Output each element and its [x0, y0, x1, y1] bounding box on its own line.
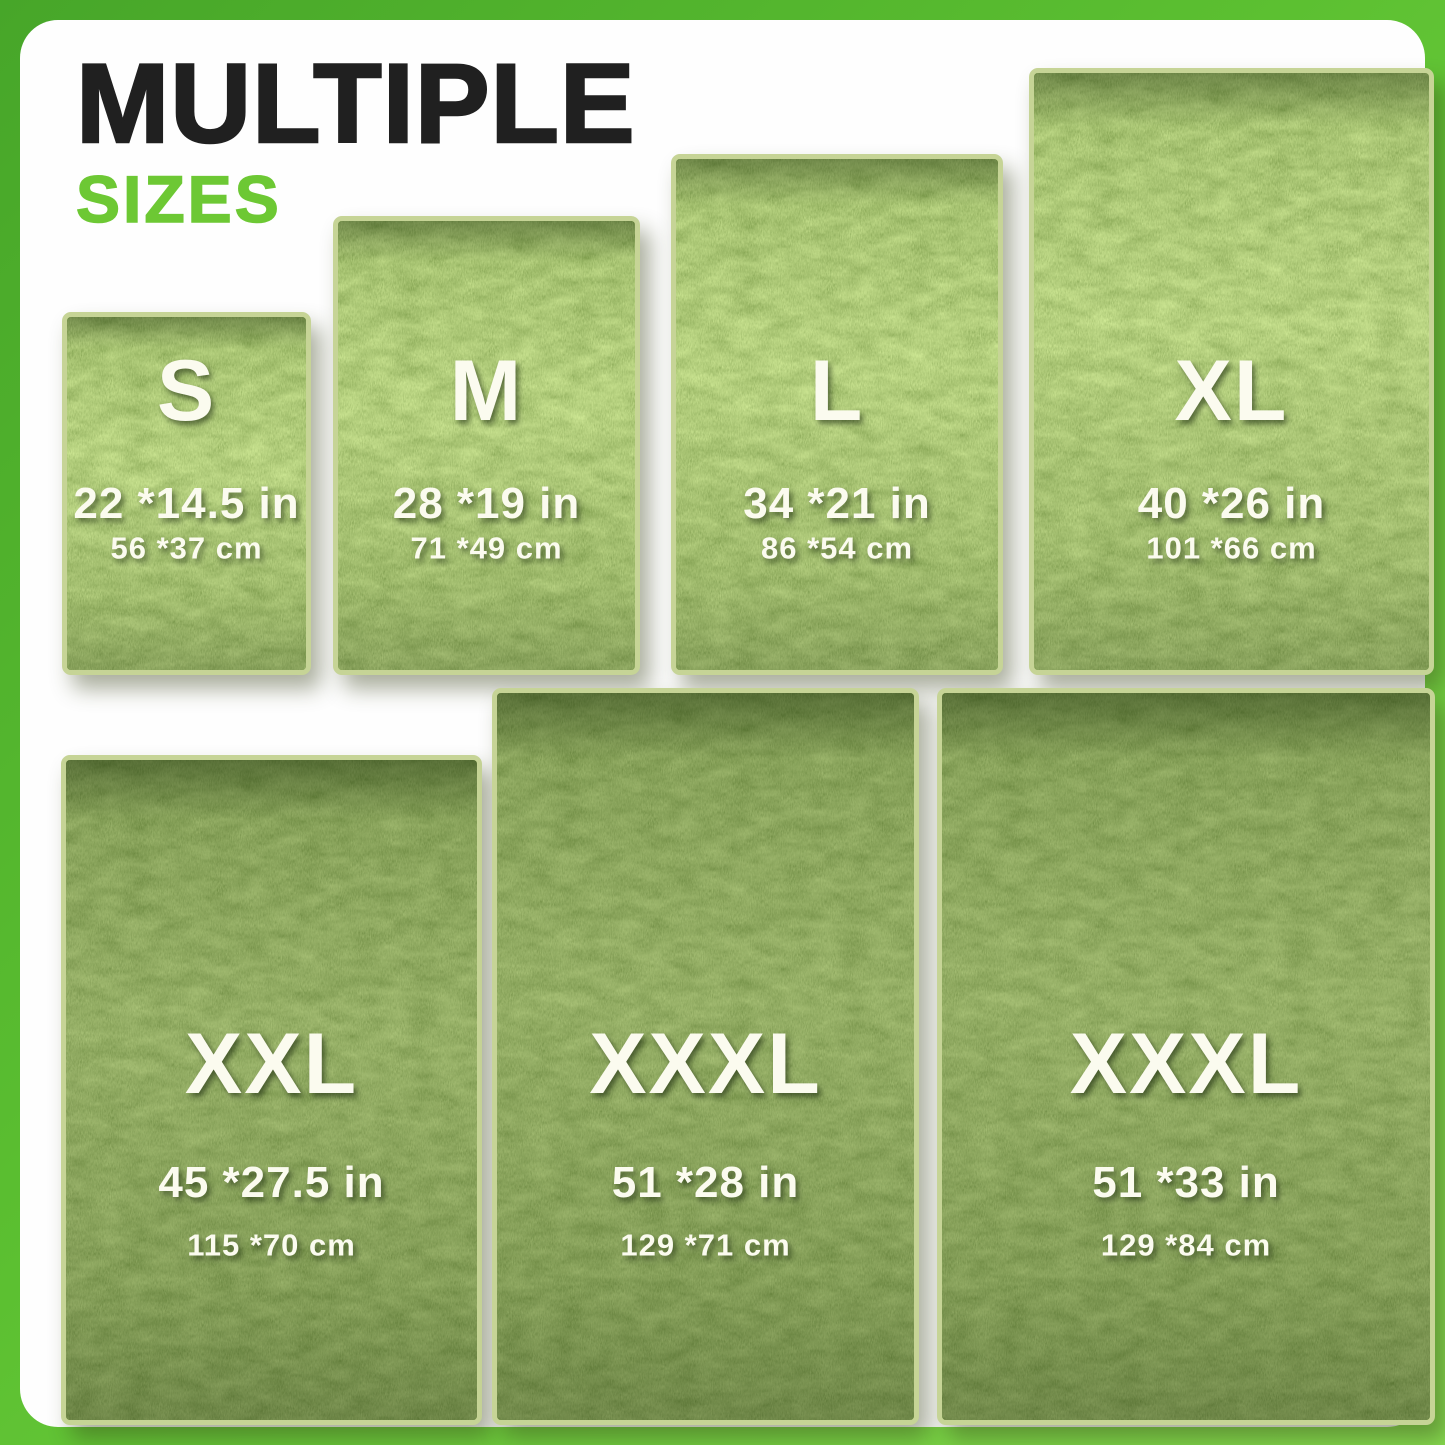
dimensions-cm: 56 *37 cm: [110, 530, 263, 566]
grass-mat-xl: XL 40 *26 in 101 *66 cm: [1029, 68, 1434, 675]
grass-texture: [67, 317, 306, 670]
grass-texture: [338, 221, 635, 670]
size-letter: XXXL: [1069, 1016, 1303, 1112]
grass-mat-l: L 34 *21 in 86 *54 cm: [671, 154, 1003, 675]
dimensions-cm: 86 *54 cm: [760, 530, 914, 566]
dimensions-cm: 115 *70 cm: [187, 1227, 356, 1263]
grass-mat-m: M 28 *19 in 71 *49 cm: [333, 216, 640, 675]
grass-mat-xxxl-1: XXXL 51 *28 in 129 *71 cm: [492, 688, 919, 1425]
size-letter: L: [809, 343, 865, 439]
grass-texture: [942, 693, 1430, 1420]
title-sub: SIZES: [75, 162, 282, 236]
grass-mat-xxl: XXL 45 *27.5 in 115 *70 cm: [61, 755, 482, 1425]
dimensions-inches: 34 *21 in: [743, 479, 931, 528]
page-title: MULTIPLE SIZES: [75, 41, 636, 236]
dimensions-inches: 51 *28 in: [611, 1158, 800, 1207]
dimensions-inches: 28 *19 in: [392, 479, 581, 528]
size-letter: XL: [1174, 343, 1289, 439]
grass-texture: [497, 693, 914, 1420]
dimensions-inches: 22 *14.5 in: [73, 479, 300, 528]
dimensions-inches: 40 *26 in: [1137, 479, 1326, 528]
dimensions-inches: 51 *33 in: [1092, 1158, 1280, 1207]
dimensions-inches: 45 *27.5 in: [158, 1158, 385, 1207]
grass-texture: [1034, 73, 1429, 670]
title-main: MULTIPLE: [75, 41, 636, 166]
dimensions-cm: 129 *71 cm: [620, 1227, 791, 1263]
size-letter: M: [449, 343, 524, 439]
size-letter: S: [156, 343, 217, 439]
dimensions-cm: 129 *84 cm: [1100, 1227, 1272, 1263]
content-panel: MULTIPLE SIZES S 22 *14.5 in 56 *37 cm M…: [20, 20, 1435, 1427]
dimensions-cm: 101 *66 cm: [1146, 530, 1317, 566]
size-letter: XXL: [184, 1016, 359, 1112]
dimensions-cm: 71 *49 cm: [410, 530, 563, 566]
size-letter: XXXL: [589, 1016, 822, 1112]
grass-mat-xxxl-2: XXXL 51 *33 in 129 *84 cm: [937, 688, 1435, 1425]
grass-mat-s: S 22 *14.5 in 56 *37 cm: [62, 312, 311, 675]
grass-texture: [676, 159, 998, 670]
grass-texture: [66, 760, 477, 1420]
